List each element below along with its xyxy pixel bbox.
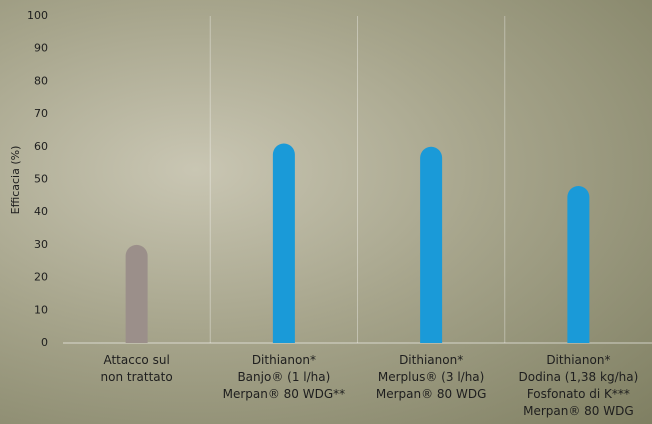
x-tick-label: Dithianon* Dodina (1,38 kg/ha) Fosfonato…	[518, 353, 639, 418]
y-tick-label: 60	[34, 140, 48, 153]
y-tick-label: 10	[34, 303, 48, 316]
x-tick-label: Dithianon* Merplus® (3 l/ha) Merpan® 80 …	[375, 353, 487, 401]
y-tick-label: 30	[34, 238, 48, 251]
y-tick-label: 90	[34, 42, 48, 55]
bar	[125, 244, 148, 343]
y-tick-label: 0	[41, 336, 48, 349]
bar	[567, 186, 590, 343]
y-axis-label: Efficacia (%)	[9, 146, 22, 215]
y-tick-label: 100	[27, 9, 48, 22]
x-tick-label: Dithianon* Banjo® (1 l/ha) Merpan® 80 WD…	[222, 353, 346, 401]
bar	[272, 143, 295, 343]
y-tick-label: 40	[34, 205, 48, 218]
y-tick-label: 50	[34, 173, 48, 186]
bar	[420, 146, 443, 343]
y-tick-label: 80	[34, 74, 48, 87]
y-tick-label: 20	[34, 271, 48, 284]
y-tick-label: 70	[34, 107, 48, 120]
x-tick-label: Attacco sul non trattato	[100, 353, 173, 384]
